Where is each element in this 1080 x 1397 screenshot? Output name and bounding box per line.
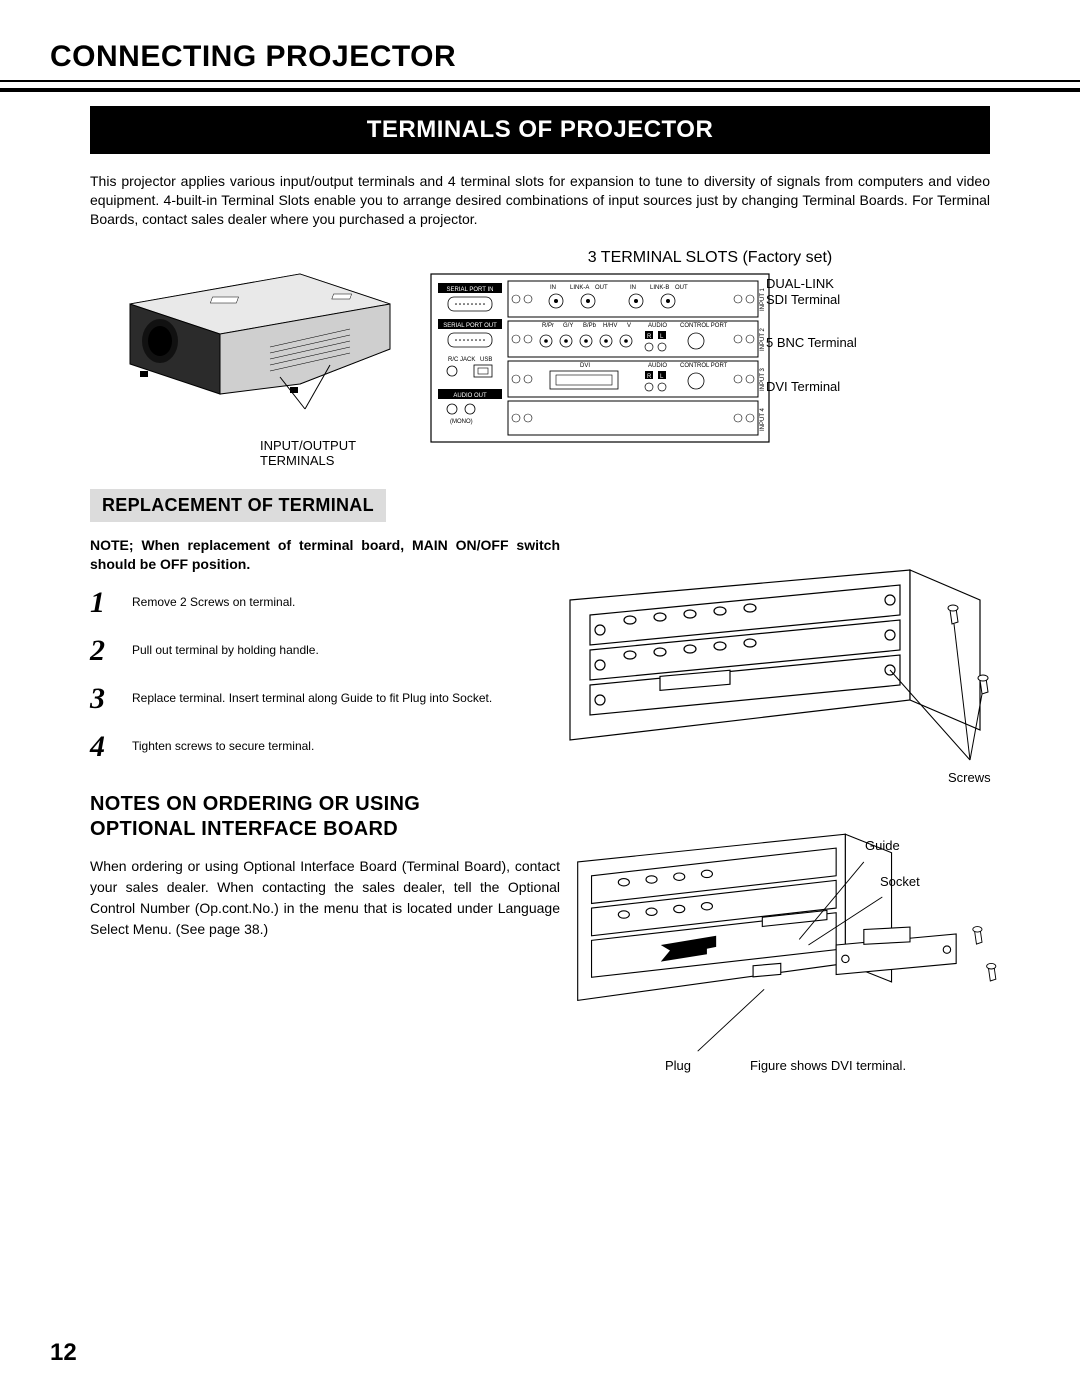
intro-paragraph: This projector applies various input/out… (90, 172, 990, 229)
step-1: 1 Remove 2 Screws on terminal. (90, 588, 560, 618)
step-number: 1 (90, 588, 116, 618)
notes-heading: NOTES ON ORDERING OR USING OPTIONAL INTE… (90, 792, 560, 842)
svg-text:OUT: OUT (675, 285, 688, 291)
step-text: Remove 2 Screws on terminal. (132, 588, 560, 611)
svg-text:LINK-B: LINK-B (650, 285, 669, 291)
screws-label: Screws (948, 770, 991, 785)
io-terminals-label: INPUT/OUTPUT TERMINALS (260, 438, 410, 469)
svg-text:OUT: OUT (595, 285, 608, 291)
svg-text:H/HV: H/HV (603, 323, 617, 329)
svg-text:USB: USB (480, 357, 492, 363)
svg-text:R/C JACK: R/C JACK (448, 357, 475, 363)
svg-text:B/Pb: B/Pb (583, 323, 597, 329)
screws-figure-icon (550, 560, 1030, 800)
step-4: 4 Tighten screws to secure terminal. (90, 732, 560, 762)
notes-body: When ordering or using Optional Interfac… (90, 856, 560, 940)
projector-icon (90, 249, 410, 429)
svg-text:AUDIO OUT: AUDIO OUT (453, 393, 487, 399)
svg-text:AUDIO: AUDIO (648, 363, 667, 369)
svg-text:SERIAL PORT OUT: SERIAL PORT OUT (443, 323, 497, 329)
page-title: CONNECTING PROJECTOR (50, 40, 1030, 74)
slot-side-labels: DUAL-LINKSDI Terminal 5 BNC Terminal DVI… (766, 276, 857, 422)
step-number: 4 (90, 732, 116, 762)
step-number: 2 (90, 636, 116, 666)
page-number: 12 (50, 1339, 77, 1367)
svg-text:AUDIO: AUDIO (648, 323, 667, 329)
figure-caption: Figure shows DVI terminal. (750, 1058, 906, 1073)
step-text: Replace terminal. Insert terminal along … (132, 684, 560, 707)
svg-text:R: R (647, 334, 652, 340)
slots-caption: 3 TERMINAL SLOTS (Factory set) (430, 249, 990, 267)
section-banner: TERMINALS OF PROJECTOR (90, 106, 990, 154)
insert-figure-icon (550, 825, 1030, 1065)
svg-text:CONTROL PORT: CONTROL PORT (680, 363, 728, 369)
svg-text:DVI: DVI (580, 363, 590, 369)
step-2: 2 Pull out terminal by holding handle. (90, 636, 560, 666)
svg-text:IN: IN (630, 285, 636, 291)
svg-text:(MONO): (MONO) (450, 419, 473, 425)
svg-text:R/Pr: R/Pr (542, 323, 554, 329)
svg-text:IN: IN (550, 285, 556, 291)
svg-text:SERIAL PORT IN: SERIAL PORT IN (447, 287, 494, 293)
svg-text:G/Y: G/Y (563, 323, 573, 329)
svg-text:R: R (647, 374, 652, 380)
replacement-section: REPLACEMENT OF TERMINAL NOTE; When repla… (90, 489, 560, 940)
replacement-note: NOTE; When replacement of terminal board… (90, 536, 560, 574)
step-3: 3 Replace terminal. Insert terminal alon… (90, 684, 560, 714)
socket-label: Socket (880, 874, 920, 889)
svg-text:LINK-A: LINK-A (570, 285, 589, 291)
guide-label: Guide (865, 838, 900, 853)
right-figures: Screws (550, 560, 1030, 1070)
terminal-panel-icon: SERIAL PORT IN SERIAL PORT OUT R/C JACK … (430, 273, 770, 443)
svg-text:CONTROL PORT: CONTROL PORT (680, 323, 728, 329)
step-text: Tighten screws to secure terminal. (132, 732, 560, 755)
step-number: 3 (90, 684, 116, 714)
replacement-heading: REPLACEMENT OF TERMINAL (90, 489, 386, 522)
projector-illustration: INPUT/OUTPUT TERMINALS (90, 249, 410, 469)
terminal-panel-area: 3 TERMINAL SLOTS (Factory set) SERIAL PO… (430, 249, 990, 448)
svg-text:V: V (627, 323, 631, 329)
title-rule (0, 80, 1080, 92)
plug-label: Plug (665, 1058, 691, 1073)
step-text: Pull out terminal by holding handle. (132, 636, 560, 659)
